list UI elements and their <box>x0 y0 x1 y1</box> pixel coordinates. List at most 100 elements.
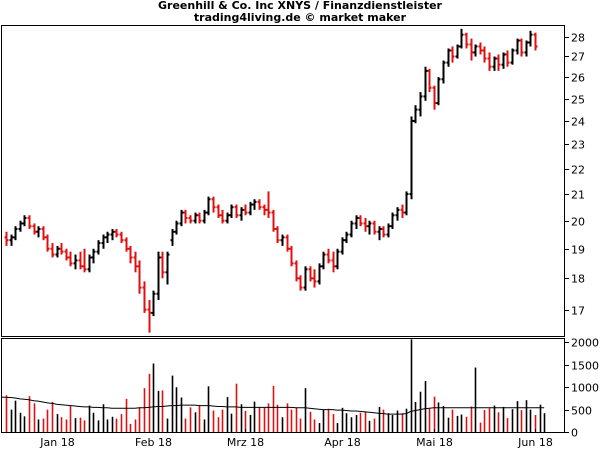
price-tick-label: 25 <box>571 94 585 107</box>
price-bars <box>4 28 538 333</box>
chart-header: Greenhill & Co. Inc XNYS / Finanzdienstl… <box>0 0 600 24</box>
time-tick-label: Feb 18 <box>135 436 172 449</box>
ohlc-bar <box>519 38 524 57</box>
time-tick-label: Mai 18 <box>416 436 453 449</box>
ohlc-bar <box>294 260 299 282</box>
ohlc-bar <box>110 228 115 241</box>
price-tick-label: 22 <box>571 164 585 177</box>
ohlc-bar <box>487 52 492 71</box>
ohlc-bar <box>87 254 92 273</box>
price-tick-label: 27 <box>571 51 585 64</box>
ohlc-bar <box>216 204 221 218</box>
ohlc-bar <box>271 209 276 232</box>
ohlc-bar <box>266 191 271 218</box>
volume-tick-label: 0 <box>571 427 578 440</box>
price-tick-label: 21 <box>571 189 585 202</box>
ohlc-bar <box>137 260 142 294</box>
ohlc-bar <box>193 212 198 224</box>
time-tick-label: Apr 18 <box>324 436 361 449</box>
ohlc-bar <box>13 226 18 241</box>
price-panel <box>1 25 565 337</box>
ohlc-bar <box>363 217 368 232</box>
ohlc-bar <box>469 38 474 61</box>
price-tick-label: 20 <box>571 216 585 229</box>
price-tick-label: 24 <box>571 116 585 129</box>
ohlc-bar <box>27 215 32 229</box>
ohlc-bar <box>423 66 428 101</box>
ohlc-bar <box>78 251 83 270</box>
ohlc-bar <box>64 248 69 261</box>
volume-tick-label: 1500 <box>571 360 599 373</box>
ohlc-bar <box>501 52 506 69</box>
ohlc-bar <box>183 209 188 224</box>
price-tick-label: 28 <box>571 32 585 45</box>
ohlc-bar <box>418 92 423 117</box>
ohlc-bar <box>197 212 202 224</box>
ohlc-bar <box>133 251 138 273</box>
ohlc-bar <box>349 220 354 238</box>
ohlc-bar <box>36 226 41 238</box>
ohlc-bar <box>206 196 211 216</box>
ohlc-bar <box>280 234 285 246</box>
ohlc-bar <box>354 215 359 229</box>
ohlc-bar <box>243 204 248 216</box>
time-tick-label: Mrz 18 <box>227 436 264 449</box>
ohlc-bar <box>252 199 257 210</box>
ohlc-bar <box>464 32 469 49</box>
ohlc-bar <box>119 231 124 244</box>
ohlc-bar <box>492 56 497 71</box>
ohlc-bar <box>82 248 87 273</box>
volume-tick-label: 2000 <box>571 337 599 350</box>
ohlc-bar <box>151 290 156 317</box>
ohlc-bar <box>160 251 165 279</box>
volume-panel <box>1 338 565 433</box>
ohlc-bar <box>326 248 331 264</box>
ohlc-bar <box>308 266 313 282</box>
ohlc-bar <box>533 32 538 51</box>
ohlc-bar <box>340 237 345 255</box>
ohlc-bar <box>275 226 280 244</box>
time-tick-label: Jun 18 <box>517 436 553 449</box>
ohlc-bar <box>400 204 405 218</box>
ohlc-bar <box>473 44 478 57</box>
volume-tick-label: 500 <box>571 405 592 418</box>
ohlc-bar <box>390 212 395 229</box>
ohlc-bar <box>358 215 363 227</box>
ohlc-bar <box>211 196 216 213</box>
time-axis: Jan 18 Feb 18 Mrz 18 Apr 18 Mai 18 Jun 18 <box>39 429 553 449</box>
ohlc-bar <box>174 220 179 235</box>
ohlc-bar <box>229 204 234 218</box>
ohlc-bar <box>312 269 317 288</box>
ohlc-bar <box>234 204 239 218</box>
ohlc-bar <box>91 248 96 264</box>
ohlc-bar <box>179 209 184 227</box>
ohlc-bar <box>59 243 64 255</box>
ohlc-bar <box>188 215 193 224</box>
ohlc-bar <box>335 248 340 270</box>
ohlc-bar <box>436 77 441 106</box>
ohlc-bar <box>4 231 9 246</box>
ohlc-bar <box>331 251 336 273</box>
ohlc-bar <box>289 245 294 267</box>
ohlc-bar <box>170 228 175 246</box>
price-axis: 17 18 19 20 21 22 23 24 25 26 27 28 <box>565 32 585 318</box>
time-tick-label: Jan 18 <box>39 436 74 449</box>
chart-subtitle: trading4living.de © market maker <box>193 11 407 24</box>
ohlc-bar <box>528 30 533 47</box>
volume-ma-line <box>1 396 545 415</box>
ohlc-bar <box>446 48 451 67</box>
ohlc-bar <box>248 201 253 216</box>
price-tick-label: 18 <box>571 273 585 286</box>
ohlc-bar <box>386 223 391 238</box>
ohlc-bar <box>496 54 501 71</box>
ohlc-bar <box>381 226 386 238</box>
ohlc-bar <box>372 220 377 235</box>
ohlc-bar <box>432 85 437 110</box>
ohlc-bar <box>409 116 414 200</box>
volume-moving-average <box>1 396 545 415</box>
ohlc-bar <box>105 231 110 244</box>
ohlc-bar <box>482 46 487 63</box>
ohlc-bar <box>68 251 73 267</box>
ohlc-bar <box>285 234 290 252</box>
